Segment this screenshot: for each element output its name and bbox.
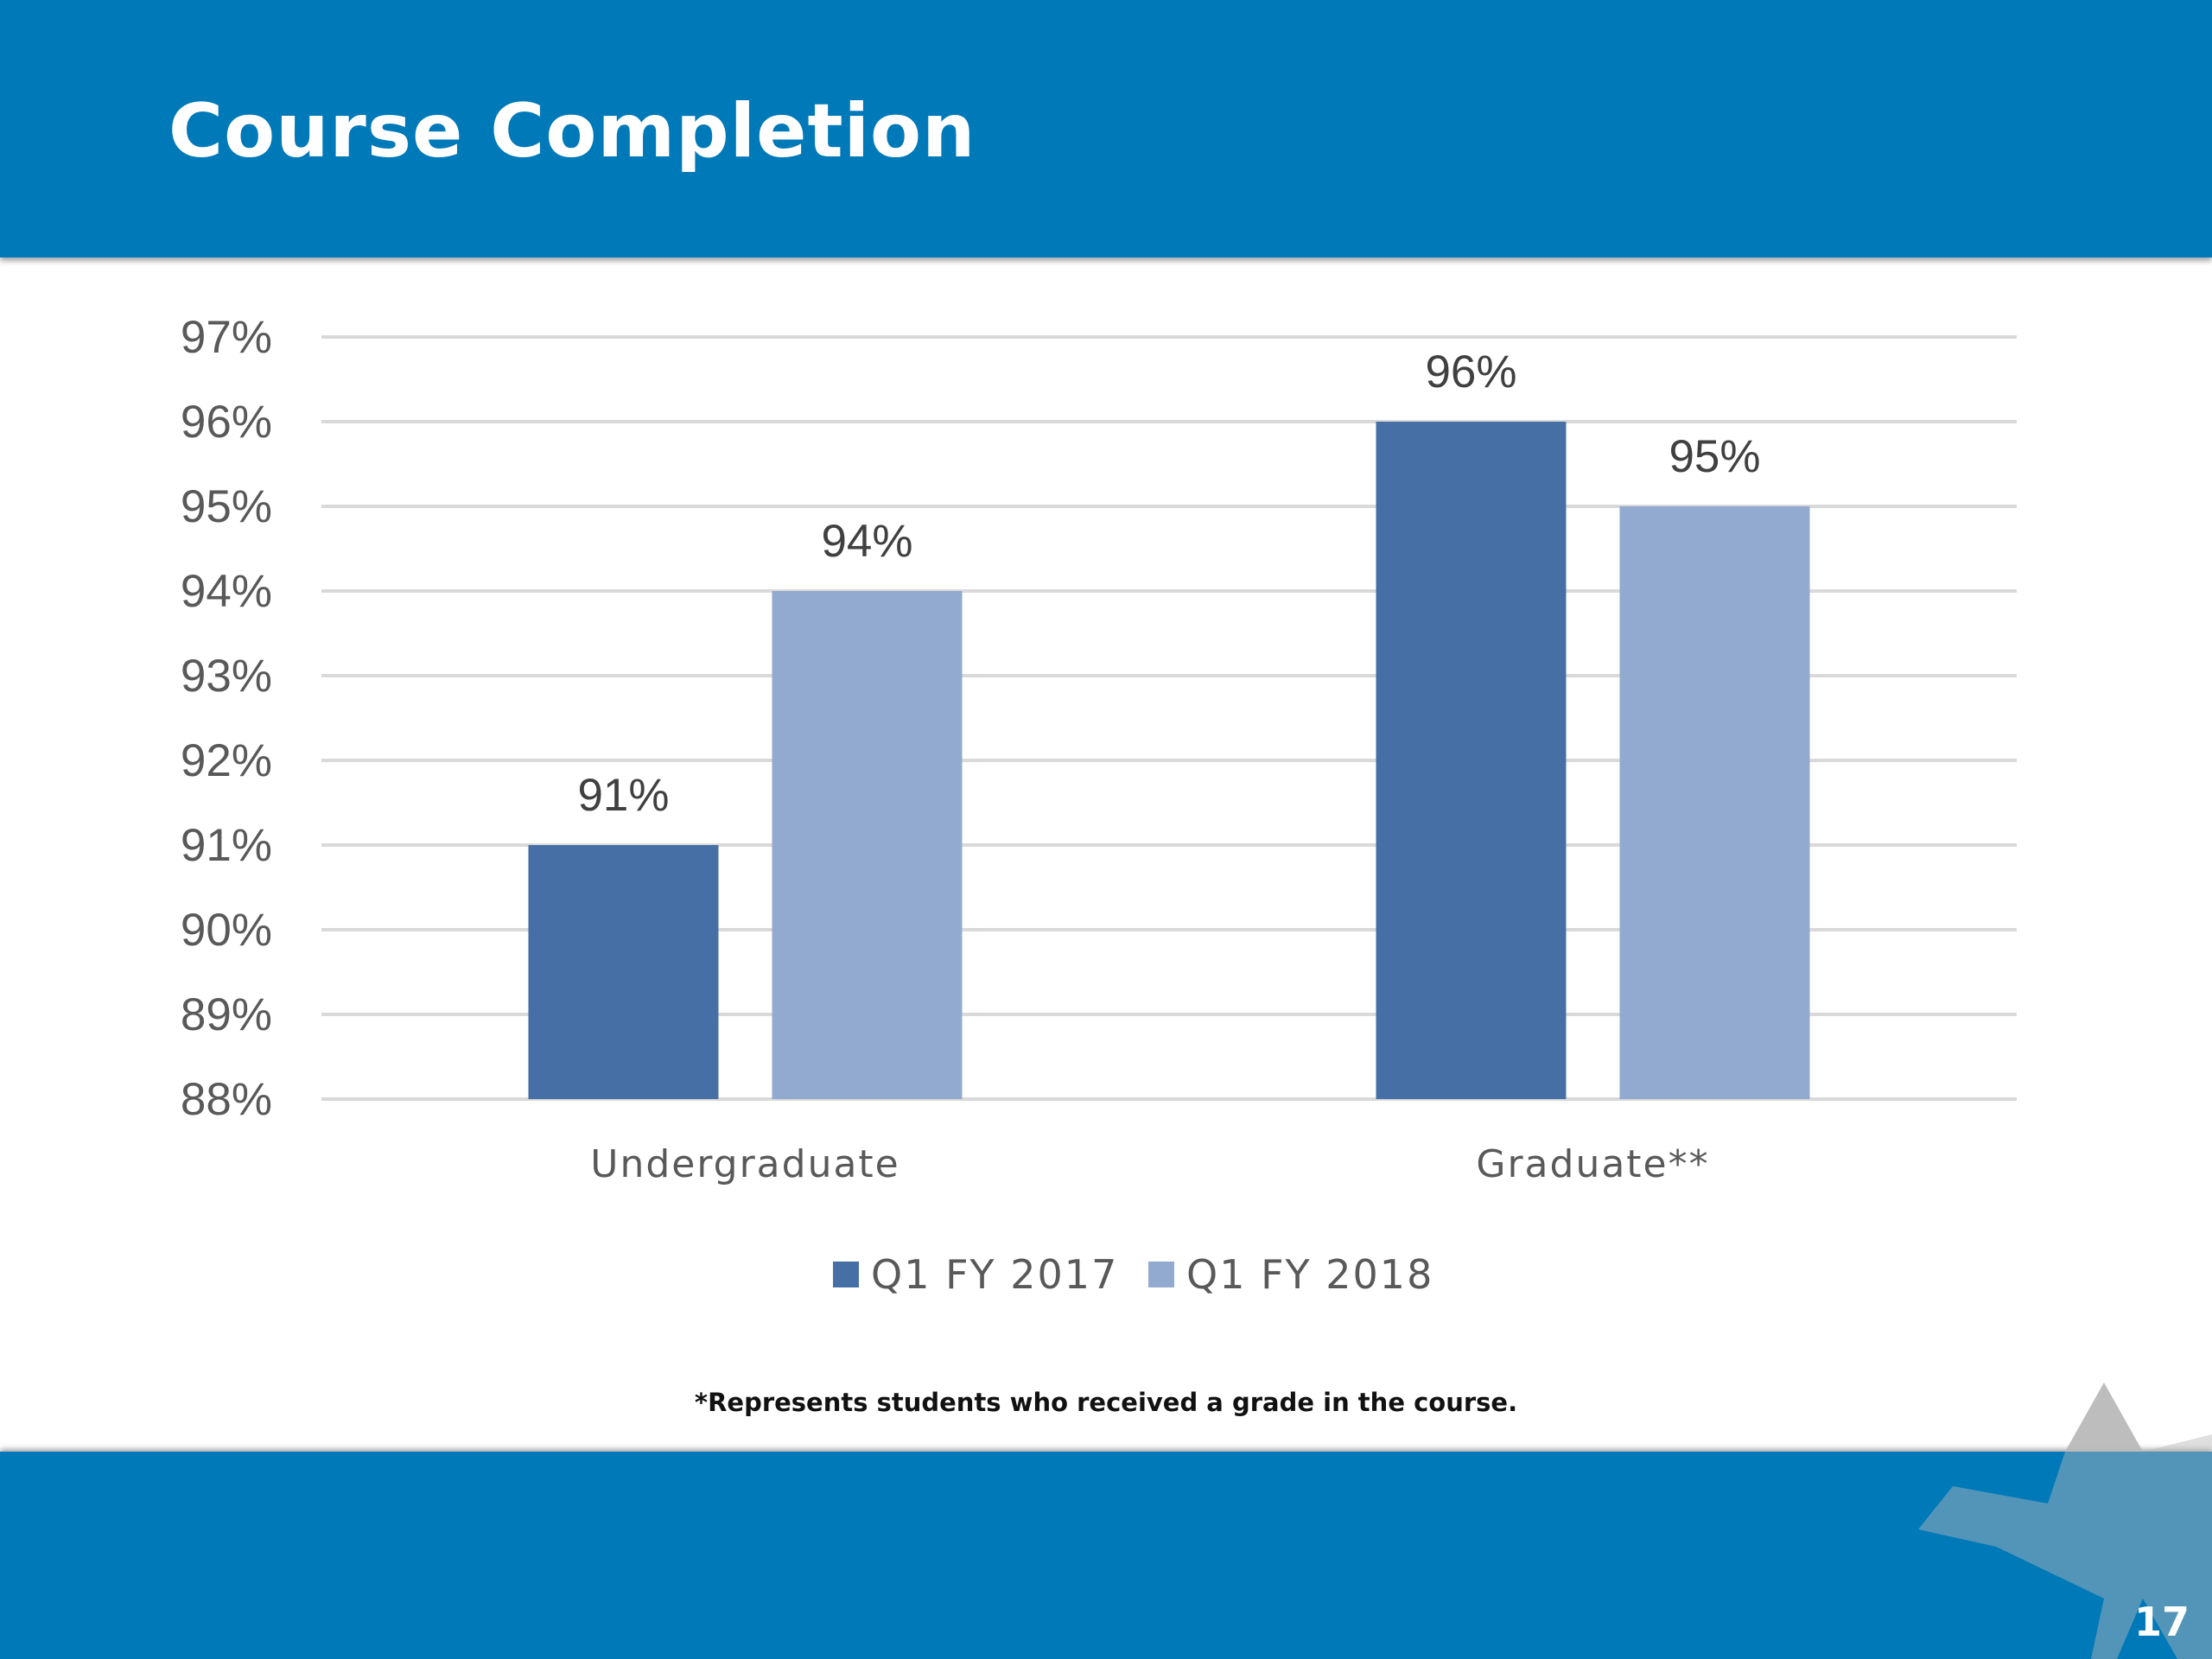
y-tick-label: 88% bbox=[181, 1074, 272, 1125]
title-banner: Course Completion bbox=[0, 0, 2212, 257]
y-tick-label: 97% bbox=[181, 312, 272, 363]
page-number: 17 bbox=[2133, 1599, 2190, 1645]
data-label: 95% bbox=[1669, 431, 1760, 482]
footnote: *Represents students who received a grad… bbox=[694, 1388, 1518, 1417]
slide-title: Course Completion bbox=[168, 88, 976, 175]
category-label: Undergraduate bbox=[590, 1142, 900, 1186]
legend: Q1 FY 2017 Q1 FY 2018 bbox=[833, 1251, 1433, 1298]
data-label: 94% bbox=[821, 516, 912, 567]
legend-swatch bbox=[833, 1262, 859, 1287]
bar bbox=[1619, 506, 1810, 1099]
y-tick-label: 89% bbox=[181, 989, 272, 1040]
legend-swatch bbox=[1148, 1262, 1174, 1287]
y-tick-label: 90% bbox=[181, 905, 272, 956]
y-tick-label: 94% bbox=[181, 566, 272, 617]
bar bbox=[772, 591, 963, 1099]
y-axis-tick-labels: 88% 89% 90% 91% 92% 93% 94% 95% 96% 97% bbox=[181, 312, 272, 1125]
y-tick-label: 91% bbox=[181, 820, 272, 871]
footer-banner bbox=[0, 1452, 2212, 1659]
bars bbox=[528, 422, 1810, 1099]
bar bbox=[528, 845, 719, 1099]
legend-label: Q1 FY 2018 bbox=[1186, 1251, 1433, 1298]
y-tick-label: 92% bbox=[181, 735, 272, 786]
star-icon bbox=[1918, 1382, 2212, 1659]
star-icon-body bbox=[1918, 1434, 2212, 1659]
data-labels: 91% 94% 96% 95% bbox=[577, 346, 1760, 821]
data-label: 96% bbox=[1425, 346, 1516, 397]
y-tick-label: 95% bbox=[181, 481, 272, 532]
category-labels: Undergraduate Graduate** bbox=[590, 1142, 1709, 1186]
category-label: Graduate** bbox=[1476, 1142, 1709, 1186]
data-label: 91% bbox=[577, 770, 669, 821]
y-tick-label: 93% bbox=[181, 651, 272, 702]
legend-label: Q1 FY 2017 bbox=[871, 1251, 1118, 1298]
y-tick-label: 96% bbox=[181, 397, 272, 448]
bar bbox=[1376, 422, 1567, 1099]
star-icon-top-point bbox=[2065, 1382, 2143, 1452]
